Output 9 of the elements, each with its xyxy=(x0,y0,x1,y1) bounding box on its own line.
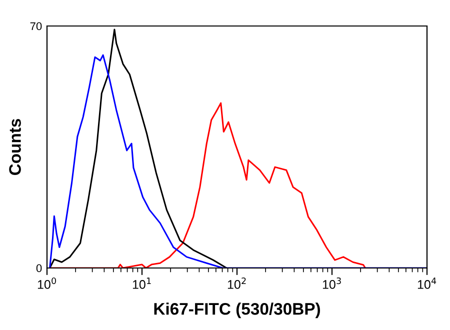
x-axis-title: Ki67-FITC (530/30BP) xyxy=(154,302,320,318)
x-tick-label: 10$^{4}$ xyxy=(418,278,436,289)
x-tick-label: 10$^{0}$ xyxy=(38,277,56,289)
y-tick-label: 0 xyxy=(36,264,42,272)
y-tick-label: 70 xyxy=(30,22,42,30)
x-tick-label: 10$^{2}$ xyxy=(228,277,246,289)
y-axis-title: Counts xyxy=(9,118,21,176)
x-tick-label: 10$^{3}$ xyxy=(322,277,341,289)
x-tick-label: 10$^{1}$ xyxy=(132,278,151,289)
